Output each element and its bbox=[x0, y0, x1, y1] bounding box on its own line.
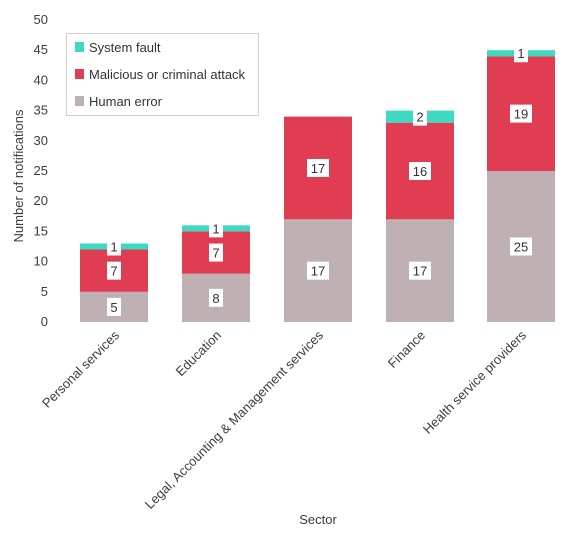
legend-swatch bbox=[75, 69, 84, 79]
y-axis-ticks: 0 5 10 15 20 25 30 35 40 45 50 bbox=[34, 12, 48, 329]
data-label: 16 bbox=[409, 162, 431, 180]
y-tick-label: 50 bbox=[34, 12, 48, 27]
y-tick-label: 15 bbox=[34, 223, 48, 238]
svg-text:8: 8 bbox=[212, 291, 219, 306]
data-label: 25 bbox=[510, 237, 532, 256]
data-label: 19 bbox=[510, 104, 532, 123]
data-label: 17 bbox=[307, 261, 329, 280]
legend-item: Human error bbox=[75, 94, 163, 109]
x-category-label: Education bbox=[173, 328, 224, 379]
data-label: 17 bbox=[409, 261, 431, 280]
svg-text:17: 17 bbox=[311, 264, 325, 279]
legend-box bbox=[66, 33, 259, 116]
legend-swatch bbox=[75, 96, 84, 106]
legend-item: Malicious or criminal attack bbox=[75, 67, 246, 82]
x-category-label: Personal services bbox=[39, 327, 123, 411]
svg-text:17: 17 bbox=[413, 264, 427, 279]
legend-label: Malicious or criminal attack bbox=[89, 67, 246, 82]
svg-text:2: 2 bbox=[416, 110, 423, 125]
data-label: 1 bbox=[514, 44, 528, 63]
y-tick-label: 0 bbox=[41, 314, 48, 329]
x-category-label: Legal, Accounting & Management services bbox=[142, 327, 327, 512]
svg-text:5: 5 bbox=[110, 300, 117, 315]
data-label: 8 bbox=[209, 288, 223, 307]
svg-text:1: 1 bbox=[517, 46, 524, 61]
y-tick-label: 35 bbox=[34, 103, 48, 118]
svg-text:1: 1 bbox=[110, 240, 117, 255]
y-tick-label: 30 bbox=[34, 133, 48, 148]
y-tick-label: 45 bbox=[34, 42, 48, 57]
data-labels: 5 7 1 8 7 1 17 17 17 16 2 25 19 1 bbox=[107, 44, 532, 316]
data-label: 1 bbox=[209, 219, 223, 238]
x-category-label: Health service providers bbox=[420, 327, 530, 437]
svg-text:7: 7 bbox=[212, 246, 219, 261]
svg-text:25: 25 bbox=[514, 240, 528, 255]
y-tick-label: 40 bbox=[34, 72, 48, 87]
data-label: 7 bbox=[209, 243, 223, 262]
data-label: 1 bbox=[107, 237, 121, 256]
data-label: 17 bbox=[307, 158, 329, 177]
data-label: 2 bbox=[413, 107, 427, 126]
svg-text:7: 7 bbox=[110, 264, 117, 279]
svg-text:17: 17 bbox=[311, 161, 325, 176]
legend-item: System fault bbox=[75, 40, 161, 55]
x-axis-title: Sector bbox=[299, 512, 337, 527]
y-tick-label: 10 bbox=[34, 254, 48, 269]
y-tick-label: 5 bbox=[41, 284, 48, 299]
x-category-label: Finance bbox=[385, 328, 428, 371]
svg-text:1: 1 bbox=[212, 221, 219, 236]
y-tick-label: 25 bbox=[34, 163, 48, 178]
data-label: 5 bbox=[107, 297, 121, 316]
legend-label: System fault bbox=[89, 40, 161, 55]
svg-text:16: 16 bbox=[413, 164, 427, 179]
svg-text:19: 19 bbox=[514, 107, 528, 122]
legend-swatch bbox=[75, 42, 84, 52]
legend-label: Human error bbox=[89, 94, 163, 109]
y-axis-title: Number of notifications bbox=[11, 109, 26, 242]
legend: System fault Malicious or criminal attack… bbox=[66, 33, 259, 116]
data-label: 7 bbox=[107, 261, 121, 280]
y-tick-label: 20 bbox=[34, 193, 48, 208]
